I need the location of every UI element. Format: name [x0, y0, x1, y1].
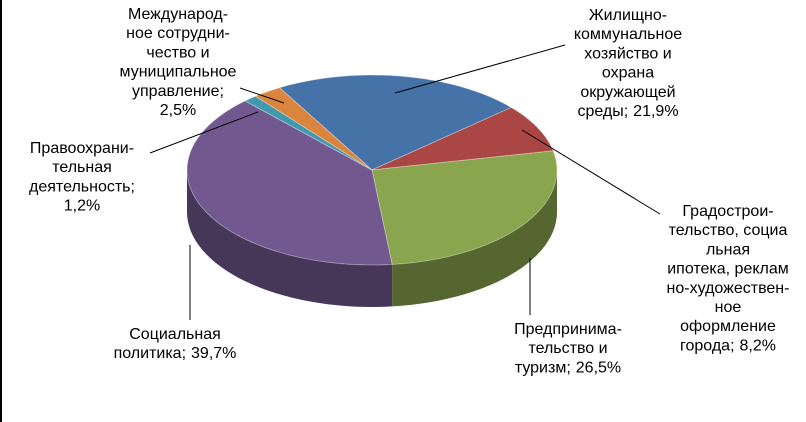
label-line: ное сотрудни-: [126, 25, 230, 42]
label-line: ипотека, реклам: [667, 261, 789, 278]
label-line: Правоохрани-: [30, 140, 134, 157]
value-label: 2,5%: [160, 102, 196, 119]
label-line: ное: [715, 299, 742, 316]
label-line: Предпринима-: [514, 321, 622, 338]
label-line: Социальная: [129, 326, 221, 343]
label-line: Градострои-: [682, 203, 773, 220]
data-label: Жилищно-коммунальное хозяйство и охрана окр…: [574, 7, 682, 120]
value-label: 8,2%: [740, 338, 776, 355]
label-line: коммунальное: [574, 26, 682, 43]
pie-slice: [186, 100, 393, 266]
label-line: окружающей: [580, 84, 675, 101]
pie-side: [392, 170, 557, 307]
pie-side: [187, 170, 393, 307]
label-line: муниципальное: [120, 64, 237, 81]
value-label: 21,9%: [633, 103, 678, 120]
leader-line: [394, 44, 566, 94]
value-label: 1,2%: [64, 198, 100, 215]
data-label: Правоохрани-тельная деятельность; 1,2%: [29, 140, 135, 215]
pie-slice: [254, 87, 373, 171]
label-line: Жилищно-: [589, 7, 667, 24]
value-label: 26,5%: [576, 360, 621, 377]
label-line: льная: [706, 242, 750, 259]
label-line: туризм;: [515, 360, 571, 377]
label-line: среды;: [577, 103, 628, 120]
data-label: Международ-ное сотрудни-чество и муниципа…: [120, 6, 237, 119]
label-line: хозяйство и: [584, 46, 671, 63]
pie-slice: [371, 106, 554, 171]
data-label: Градострои-тельство, социа льная ипотека, …: [667, 203, 790, 354]
label-line: охрана: [602, 65, 654, 82]
pie-slice: [371, 150, 558, 265]
label-line: Международ-: [128, 6, 228, 23]
label-line: деятельность;: [29, 179, 135, 196]
pie-slice: [278, 74, 513, 171]
data-label: Социальная политика; 39,7%: [114, 326, 237, 362]
data-label: Предпринима-тельство и туризм; 26,5%: [514, 321, 622, 376]
label-line: тельство, социа: [669, 222, 788, 239]
label-line: оформление: [680, 318, 776, 335]
leader-line: [149, 111, 259, 154]
label-line: чество и: [146, 45, 209, 62]
label-line: тельство и: [528, 340, 607, 357]
leader-line: [239, 87, 285, 104]
label-line: управление;: [132, 83, 224, 100]
leader-line: [521, 129, 661, 215]
label-line: политика;: [114, 345, 186, 362]
label-line: но-художествен-: [667, 280, 790, 297]
value-label: 39,7%: [191, 345, 236, 362]
label-line: тельная: [52, 159, 112, 176]
label-line: города;: [680, 338, 735, 355]
